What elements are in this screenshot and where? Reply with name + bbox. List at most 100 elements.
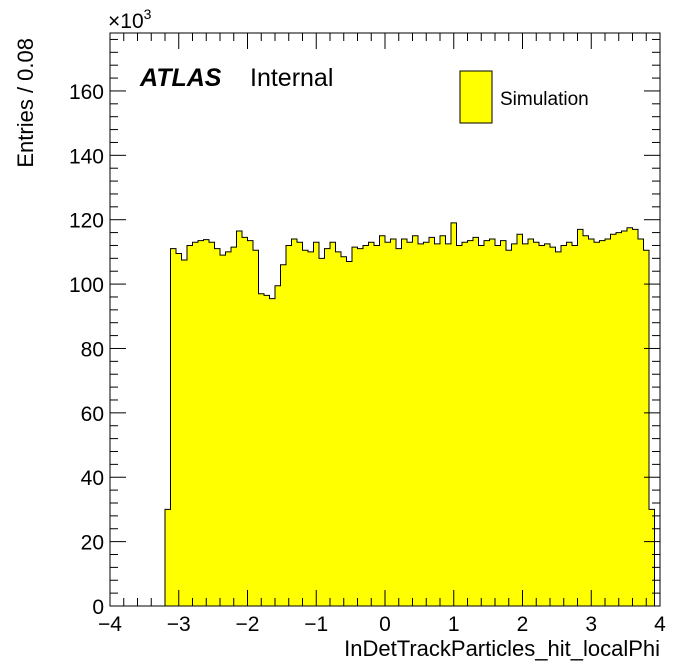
y-axis-title: Entries / 0.08: [13, 38, 38, 168]
y-tick-label: 140: [69, 145, 104, 168]
x-tick-label: −4: [98, 613, 122, 636]
y-tick-label: 160: [69, 81, 104, 104]
x-tick-label: 2: [517, 613, 529, 636]
histogram-bar: [220, 255, 226, 606]
histogram-bar: [407, 242, 413, 606]
x-tick-label: 1: [448, 613, 460, 636]
histogram-bar: [561, 245, 567, 606]
legend-swatch: [459, 70, 493, 124]
histogram-bar: [247, 240, 254, 606]
histogram-bar: [374, 245, 380, 606]
histogram-bar: [341, 256, 347, 606]
histogram-bar: [242, 237, 248, 607]
histogram-bar: [412, 235, 419, 606]
histogram-bar: [621, 230, 628, 606]
histogram-bar: [368, 242, 375, 606]
histogram-bar: [401, 239, 408, 607]
histogram-bar: [632, 229, 639, 606]
histogram-bar: [379, 235, 386, 606]
histogram-bar: [456, 245, 463, 606]
histogram-bar: [649, 509, 655, 606]
histogram-bar: [258, 293, 265, 606]
histogram-bar: [495, 245, 501, 606]
histogram-bar: [209, 242, 215, 606]
histogram-bar: [231, 247, 237, 606]
histogram-bar: [275, 285, 281, 606]
histogram-bar: [583, 235, 589, 606]
y-tick-label: 0: [92, 596, 104, 619]
histogram-bar: [473, 237, 479, 607]
histogram-bar: [434, 243, 441, 606]
y-multiplier: ×103: [108, 6, 152, 33]
histogram-bar: [533, 242, 540, 606]
histogram-bar: [302, 250, 309, 607]
x-tick-label: 3: [585, 613, 597, 636]
histogram-bars: [164, 222, 655, 607]
histogram-bar: [588, 239, 595, 607]
histogram-bar: [313, 242, 320, 606]
histogram-bar: [225, 251, 232, 607]
histogram-bar: [638, 239, 644, 607]
histogram-bar: [308, 251, 314, 607]
histogram-bar: [385, 242, 391, 606]
histogram-bar: [165, 509, 171, 606]
histogram-bar: [286, 245, 292, 606]
histogram-bar: [181, 259, 188, 606]
histogram-bar: [577, 229, 584, 606]
histogram-bar: [269, 298, 276, 606]
x-tick-label: −2: [236, 613, 260, 636]
histogram-bar: [489, 239, 496, 607]
histogram-bar: [236, 230, 243, 606]
histogram-bar: [324, 248, 331, 606]
histogram-bar: [330, 242, 336, 606]
histogram-bar: [280, 264, 287, 606]
histogram-bar: [198, 240, 204, 606]
histogram-bar: [297, 242, 303, 606]
histogram-bar: [627, 227, 633, 606]
histogram-outline: [164, 222, 655, 606]
histogram-bar: [599, 240, 606, 606]
histogram-bar: [390, 239, 397, 607]
histogram-bar: [335, 251, 342, 607]
histogram-bar: [451, 222, 457, 606]
histogram-bar: [187, 245, 193, 606]
histogram-bar: [319, 258, 325, 606]
histogram-bar: [643, 250, 650, 607]
histogram-bar: [396, 248, 402, 606]
x-tick-label: −3: [167, 613, 191, 636]
histogram-bar: [594, 242, 600, 606]
histogram-bar: [484, 240, 490, 606]
histogram-bar: [467, 240, 474, 606]
histogram-bar: [291, 239, 298, 607]
histogram-bar: [528, 239, 534, 607]
histogram-bar: [176, 253, 182, 606]
histogram-bar: [418, 243, 424, 606]
histogram-bar: [352, 247, 358, 606]
atlas-label: ATLAS: [139, 64, 222, 92]
histogram-bar: [572, 245, 578, 606]
histogram-bar: [429, 237, 435, 607]
legend: Simulation: [459, 70, 589, 124]
histogram-bar: [555, 251, 562, 607]
x-axis-title: InDetTrackParticles_hit_localPhi: [344, 636, 660, 661]
histogram-bar: [462, 242, 468, 606]
y-tick-label: 120: [69, 210, 104, 233]
histogram-bar: [214, 248, 221, 606]
histogram-bar: [550, 247, 556, 606]
histogram-bar: [511, 243, 518, 606]
legend-label: Simulation: [500, 89, 589, 110]
histogram-bar: [363, 245, 369, 606]
y-tick-label: 100: [69, 274, 104, 297]
histogram-bar: [357, 248, 364, 606]
histogram-bar: [616, 232, 622, 606]
histogram-bar: [539, 245, 545, 606]
histogram-bar: [423, 242, 430, 606]
histogram-bar: [517, 234, 523, 606]
plot-frame: [109, 32, 661, 607]
y-tick-labels: 0 20 40 60 80 100 120 140 160: [69, 81, 104, 619]
histogram-bar: [478, 245, 485, 606]
histogram-bar: [346, 261, 353, 606]
y-tick-label: 60: [81, 403, 104, 426]
histogram-bar: [522, 243, 529, 606]
